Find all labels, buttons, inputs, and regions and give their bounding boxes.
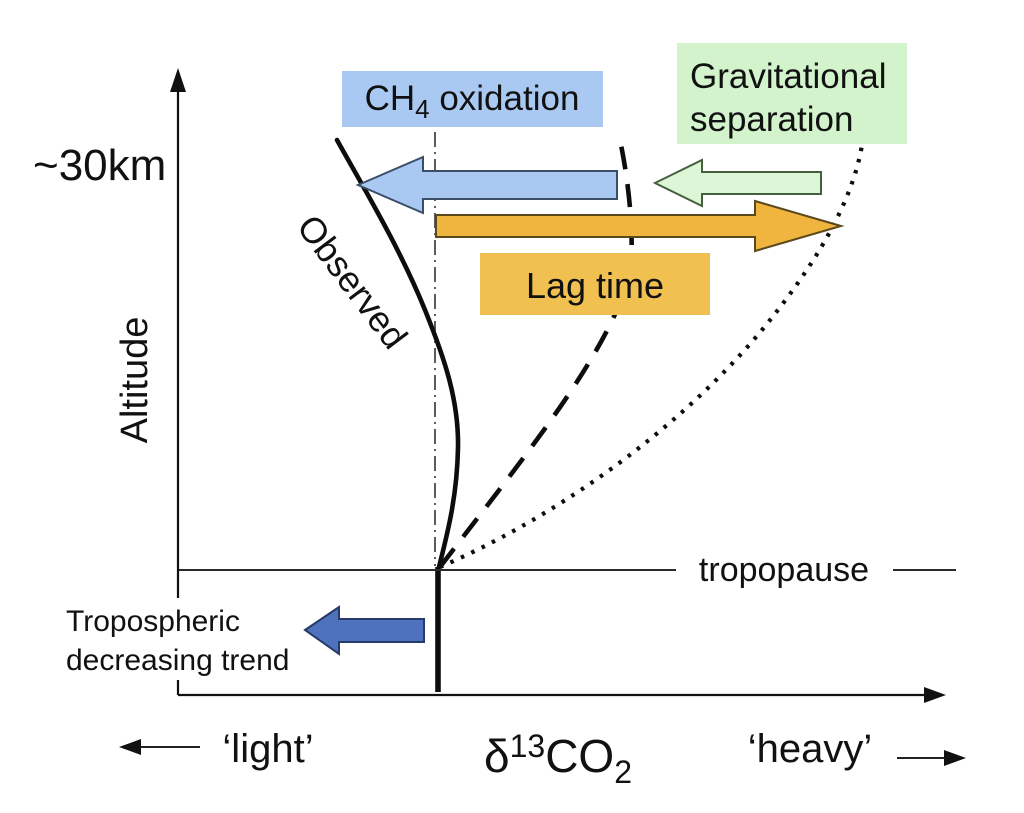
dotted-profile-curve xyxy=(439,144,865,569)
x-axis-light-label: ‘light’ xyxy=(222,727,313,771)
gravitational-label-line1: Gravitational xyxy=(690,57,886,96)
tropopause-label: tropopause xyxy=(699,551,869,589)
altitude-tick-label: ~30km xyxy=(33,141,166,190)
observed-curve-label: Observed xyxy=(289,207,416,356)
ch4-oxidation-label: CH4 oxidation xyxy=(365,79,580,124)
observed-profile-curve xyxy=(334,137,461,570)
molecule-symbol: CO xyxy=(545,730,614,782)
ch4-oxidation-arrow-icon xyxy=(355,155,618,215)
tropospheric-trend-line2: decreasing trend xyxy=(66,644,289,677)
tropospheric-trend-arrow-icon xyxy=(303,605,425,656)
delta-symbol: δ xyxy=(484,730,510,782)
ch4-oxidation-box xyxy=(342,71,603,127)
y-axis-title: Altitude xyxy=(114,317,156,444)
heavy-direction-arrowhead-icon xyxy=(944,750,966,766)
tropospheric-trend-line1: Tropospheric xyxy=(66,605,240,638)
ch4-label-rest: oxidation xyxy=(430,79,580,118)
lag-time-arrow-icon xyxy=(435,199,845,253)
gravitational-label-line2: separation xyxy=(690,100,853,139)
dashed-profile-curve xyxy=(438,139,634,569)
x-axis-heavy-label: ‘heavy’ xyxy=(748,727,873,771)
lag-time-label: Lag time xyxy=(526,265,664,306)
light-direction-arrowhead-icon xyxy=(119,739,141,755)
isotope-superscript: 13 xyxy=(510,728,546,764)
gravitational-separation-arrow-icon xyxy=(652,158,822,208)
x-axis-title: δ13CO2 xyxy=(484,728,632,790)
trend-label-backer xyxy=(58,598,304,680)
y-axis-arrowhead-icon xyxy=(170,68,186,92)
x-axis-arrowhead-icon xyxy=(924,687,946,703)
lag-time-box xyxy=(480,253,710,315)
ch4-label-base: CH xyxy=(365,79,416,118)
ch4-label-subscript: 4 xyxy=(415,94,429,124)
gravitational-separation-box xyxy=(677,43,907,144)
molecule-subscript: 2 xyxy=(614,754,632,790)
